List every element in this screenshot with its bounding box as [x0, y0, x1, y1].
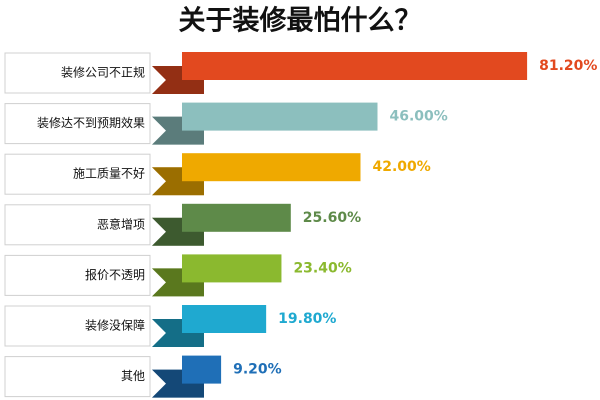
category-label: 装修没保障	[85, 318, 145, 333]
category-box	[4, 103, 151, 145]
category-box	[4, 356, 151, 398]
category-box	[4, 52, 151, 94]
bar	[182, 102, 378, 131]
value-label: 81.20%	[539, 58, 597, 74]
value-label: 42.00%	[373, 159, 431, 175]
category-box	[4, 204, 151, 246]
category-label: 其他	[121, 369, 145, 383]
bar	[182, 254, 282, 283]
category-label: 装修达不到预期效果	[37, 115, 145, 130]
category-label: 施工质量不好	[73, 167, 145, 181]
category-label: 装修公司不正规	[61, 65, 145, 80]
category-label: 恶意增项	[97, 216, 145, 231]
bar	[182, 203, 291, 232]
value-label: 23.40%	[293, 260, 351, 276]
bar	[182, 52, 528, 80]
value-label: 46.00%	[390, 109, 448, 125]
category-box	[4, 305, 151, 347]
value-label: 19.80%	[278, 311, 336, 327]
value-label: 9.20%	[233, 362, 282, 378]
category-box	[4, 153, 151, 195]
category-box	[4, 254, 151, 296]
bar	[182, 355, 222, 384]
value-label: 25.60%	[303, 210, 361, 226]
category-label: 报价不透明	[85, 267, 145, 282]
chart-title: 关于装修最怕什么？	[179, 6, 422, 37]
bar	[182, 153, 361, 182]
bar	[182, 305, 267, 333]
